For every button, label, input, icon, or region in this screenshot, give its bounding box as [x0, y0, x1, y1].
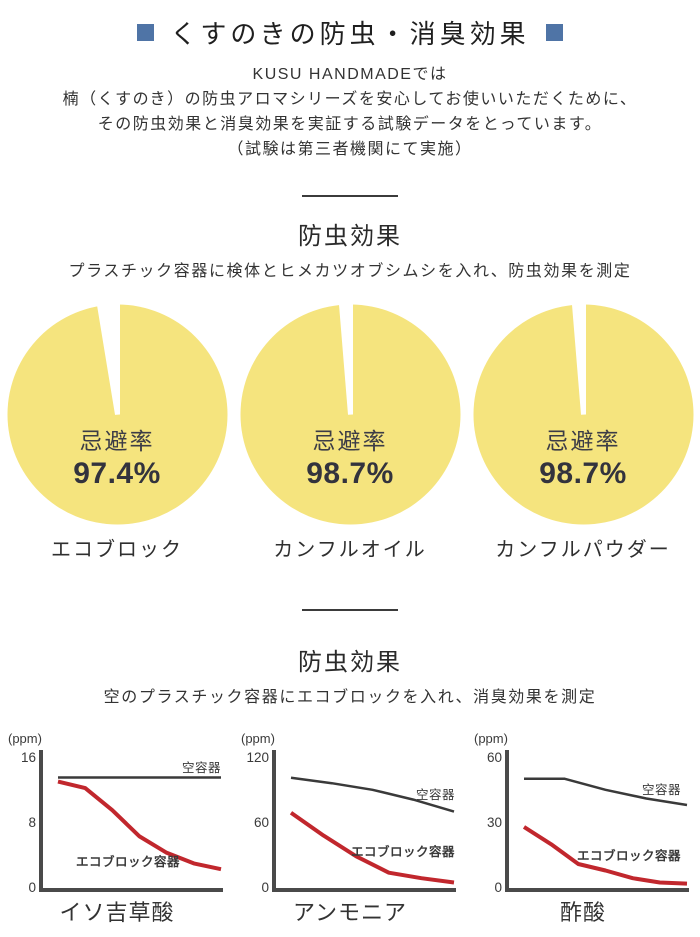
legend-ecoblock-container: エコブロック容器 [75, 854, 179, 869]
section2-subtitle: 空のプラスチック容器にエコブロックを入れ、消臭効果を測定 [103, 689, 597, 706]
section1-heading: 防虫効果 [298, 223, 402, 250]
chart-caption: アンモニア [292, 900, 408, 925]
pie-gap-slice [571, 297, 586, 415]
pie-chart-camphor-oil: 忌避率 98.7% カンフルオイル [234, 297, 467, 563]
pie-svg [7, 297, 227, 525]
legend-ecoblock-container: エコブロック容器 [350, 844, 454, 859]
pie-chart-camphor-powder: 忌避率 98.7% カンフルパウダー [467, 297, 700, 563]
intro-line: （試験は第三者機関にて実施） [227, 141, 473, 158]
title-right-square-icon [545, 24, 563, 41]
y-tick: 16 [20, 750, 35, 765]
pie-value: 98.7% [306, 457, 394, 490]
y-axis-unit: (ppm) [474, 731, 508, 746]
line-chart-row: (ppm) 16 8 0 空容器 エコブロック容器 イソ吉草酸 (ppm) 12… [0, 726, 700, 928]
y-tick: 8 [28, 815, 36, 830]
pie-value: 98.7% [539, 457, 627, 490]
chart-caption: イソ吉草酸 [59, 900, 175, 925]
intro-paragraph: KUSU HANDMADEでは 楠（くすのき）の防虫アロマシリーズを安心してお使… [0, 62, 700, 162]
legend-empty-container: 空容器 [181, 760, 220, 775]
line-chart-ammonia: (ppm) 120 60 0 空容器 エコブロック容器 アンモニア [234, 726, 467, 928]
y-tick: 0 [28, 880, 36, 895]
pie-caption: カンフルパウダー [495, 539, 671, 561]
intro-line: KUSU HANDMADEでは [252, 66, 448, 83]
page-title-text: くすのきの防虫・消臭効果 [170, 19, 530, 49]
ecoblock-container-line [289, 811, 454, 885]
y-tick: 0 [261, 880, 269, 895]
y-tick: 60 [253, 815, 268, 830]
line-chart-acetic-acid: (ppm) 60 30 0 空容器 エコブロック容器 酢酸 [467, 726, 700, 928]
intro-line: 楠（くすのき）の防虫アロマシリーズを安心してお使いいただくために、 [62, 91, 638, 108]
pie-center-label: 忌避率 [545, 428, 621, 454]
title-left-square-icon [137, 24, 155, 41]
line-chart-isovaleric-acid: (ppm) 16 8 0 空容器 エコブロック容器 イソ吉草酸 [1, 726, 234, 928]
y-tick: 60 [486, 750, 501, 765]
legend-empty-container: 空容器 [415, 787, 454, 802]
y-axis-unit: (ppm) [8, 731, 42, 746]
y-tick: 30 [486, 815, 501, 830]
pie-caption: エコブロック [51, 539, 183, 561]
section-divider [302, 609, 398, 611]
section2-heading: 防虫効果 [298, 649, 402, 676]
legend-empty-container: 空容器 [641, 782, 680, 797]
pie-gap-slice [338, 297, 353, 415]
pie-caption: カンフルオイル [273, 539, 427, 561]
pie-chart-ecoblock: 忌避率 97.4% エコブロック [1, 297, 234, 563]
chart-caption: 酢酸 [559, 900, 606, 925]
pie-center-label: 忌避率 [312, 428, 388, 454]
pie-gap-slice [95, 297, 120, 415]
ecoblock-container-line [57, 779, 221, 872]
legend-ecoblock-container: エコブロック容器 [576, 848, 680, 863]
ecoblock-container-line [522, 825, 687, 886]
intro-line: その防虫効果と消臭効果を実証する試験データをとっています。 [97, 116, 603, 133]
y-axis-unit: (ppm) [241, 731, 275, 746]
section1-subtitle: プラスチック容器に検体とヒメカツオブシムシを入れ、防虫効果を測定 [68, 263, 632, 280]
pie-center-label: 忌避率 [79, 428, 155, 454]
y-tick: 0 [494, 880, 502, 895]
section-divider [302, 195, 398, 197]
pie-svg [473, 297, 693, 525]
empty-container-line [290, 776, 454, 813]
pie-svg [240, 297, 460, 525]
page-title: くすのきの防虫・消臭効果 [0, 14, 700, 51]
pie-chart-row: 忌避率 97.4% エコブロック 忌避率 98.7% カンフルオイル [0, 297, 700, 563]
empty-container-line [523, 777, 687, 807]
y-tick: 120 [246, 750, 269, 765]
pie-value: 97.4% [73, 457, 161, 490]
